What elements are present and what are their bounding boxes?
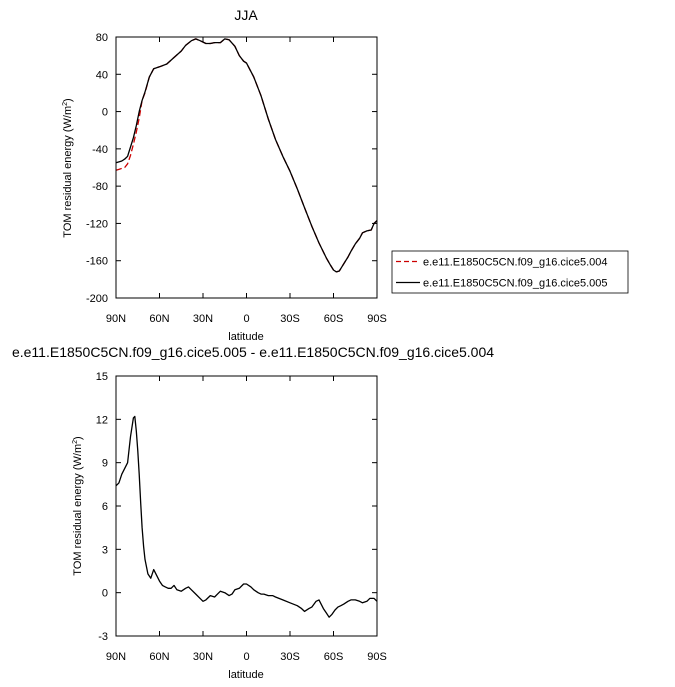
x-tick-label: 30N (193, 651, 213, 663)
x-tick-label: 60N (149, 651, 169, 663)
x-tick-label: 60S (324, 651, 344, 663)
plot-frame (115, 375, 378, 637)
y-tick-label: 3 (102, 544, 108, 556)
series-line-0 (115, 38, 378, 273)
x-axis-label: latitude (228, 669, 263, 681)
series-line-1 (115, 38, 378, 273)
panel-top: JJA -200 -160 -120 -80 -40 0 40 80 90N 60N 30N 0 30… (62, 7, 387, 343)
y-tick-label: 12 (96, 414, 108, 426)
y-tick-label: 0 (102, 107, 108, 119)
x-tick-label: 0 (243, 651, 249, 663)
y-tick-label: -160 (86, 256, 108, 268)
x-tick-label: 0 (243, 313, 249, 325)
y-tick-label: -200 (86, 293, 108, 305)
y-axis-label: TOM residual energy (W/m2) (72, 436, 84, 575)
x-tick-label: 30S (280, 651, 300, 663)
x-tick-label: 60S (324, 313, 344, 325)
y-tick-label: -40 (92, 144, 108, 156)
x-axis: 90N 60N 30N 0 30S 60S 90S (106, 37, 387, 325)
x-tick-label: 30S (280, 313, 300, 325)
y-tick-label: 40 (96, 69, 108, 81)
y-tick-label: 9 (102, 458, 108, 470)
x-tick-label: 60N (149, 313, 169, 325)
x-tick-label: 90N (106, 313, 126, 325)
y-tick-label: 80 (96, 32, 108, 44)
legend-label-005: e.e11.E1850C5CN.f09_g16.cice5.005 (423, 278, 608, 290)
y-tick-label: 6 (102, 501, 108, 513)
panel-bottom: e.e11.E1850C5CN.f09_g16.cice5.005 - e.e1… (12, 344, 494, 681)
plot-marks (115, 38, 378, 273)
x-tick-label: 90S (367, 651, 387, 663)
chart-title: e.e11.E1850C5CN.f09_g16.cice5.005 - e.e1… (12, 344, 494, 360)
y-tick-label: -120 (86, 218, 108, 230)
x-tick-label: 90S (367, 313, 387, 325)
y-axis-label: TOM residual energy (W/m2) (62, 98, 74, 237)
legend: e.e11.E1850C5CN.f09_g16.cice5.004 e.e11.… (391, 250, 629, 294)
x-tick-label: 90N (106, 651, 126, 663)
legend-box (391, 250, 629, 294)
chart-title: JJA (234, 7, 258, 23)
legend-label-004: e.e11.E1850C5CN.f09_g16.cice5.004 (423, 257, 608, 269)
plot-marks (115, 415, 378, 618)
y-axis: -3 0 3 6 9 12 15 (96, 371, 377, 643)
x-axis-label: latitude (228, 331, 263, 343)
x-tick-label: 30N (193, 313, 213, 325)
y-tick-label: -3 (98, 631, 108, 643)
y-axis: -200 -160 -120 -80 -40 0 40 80 (86, 32, 377, 305)
series-line-0 (115, 415, 378, 618)
y-tick-label: 15 (96, 371, 108, 383)
x-axis: 90N 60N 30N 0 30S 60S 90S (106, 376, 387, 663)
plot-frame (115, 36, 378, 299)
y-tick-label: 0 (102, 588, 108, 600)
y-tick-label: -80 (92, 181, 108, 193)
